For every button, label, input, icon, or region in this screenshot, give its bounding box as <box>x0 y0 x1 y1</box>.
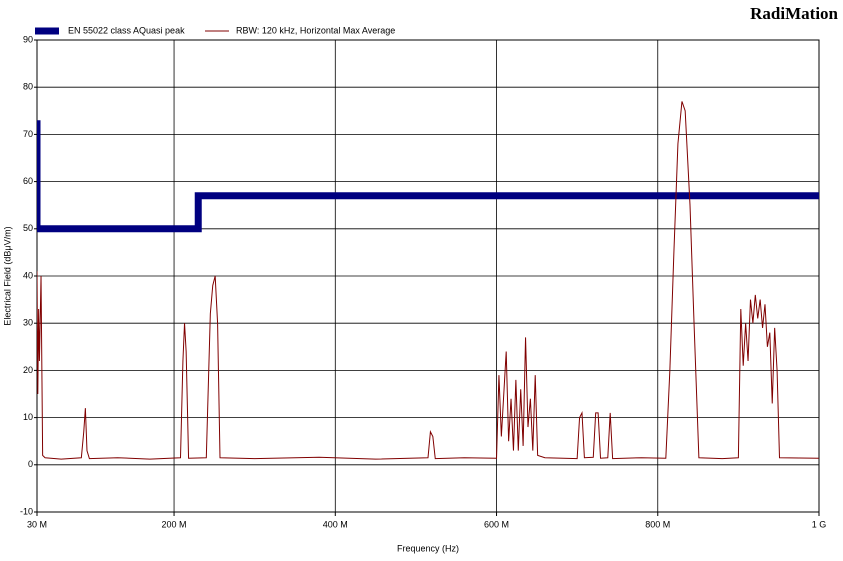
y-tick-label: 0 <box>28 459 33 469</box>
legend-label: EN 55022 class AQuasi peak <box>68 25 185 35</box>
series-line <box>37 101 819 460</box>
y-tick-label: 90 <box>23 34 33 44</box>
y-tick-label: -10 <box>20 506 33 516</box>
y-tick-label: 30 <box>23 318 33 328</box>
x-tick-label: 600 M <box>484 519 509 529</box>
y-tick-label: 70 <box>23 129 33 139</box>
y-tick-label: 60 <box>23 176 33 186</box>
y-axis-label: Electrical Field (dBμV/m) <box>2 226 12 325</box>
x-tick-label: 1 G <box>812 519 827 529</box>
y-tick-label: 50 <box>23 223 33 233</box>
y-tick-label: 10 <box>23 412 33 422</box>
x-tick-label: 800 M <box>645 519 670 529</box>
x-tick-label: 30 M <box>27 519 47 529</box>
x-axis-label: Frequency (Hz) <box>397 543 459 553</box>
y-tick-label: 80 <box>23 82 33 92</box>
y-tick-label: 20 <box>23 365 33 375</box>
brand-logo: RadiMation <box>750 4 838 23</box>
x-tick-label: 400 M <box>323 519 348 529</box>
series-line <box>37 120 819 233</box>
y-tick-label: 40 <box>23 270 33 280</box>
legend-label: RBW: 120 kHz, Horizontal Max Average <box>236 25 395 35</box>
x-tick-label: 200 M <box>162 519 187 529</box>
